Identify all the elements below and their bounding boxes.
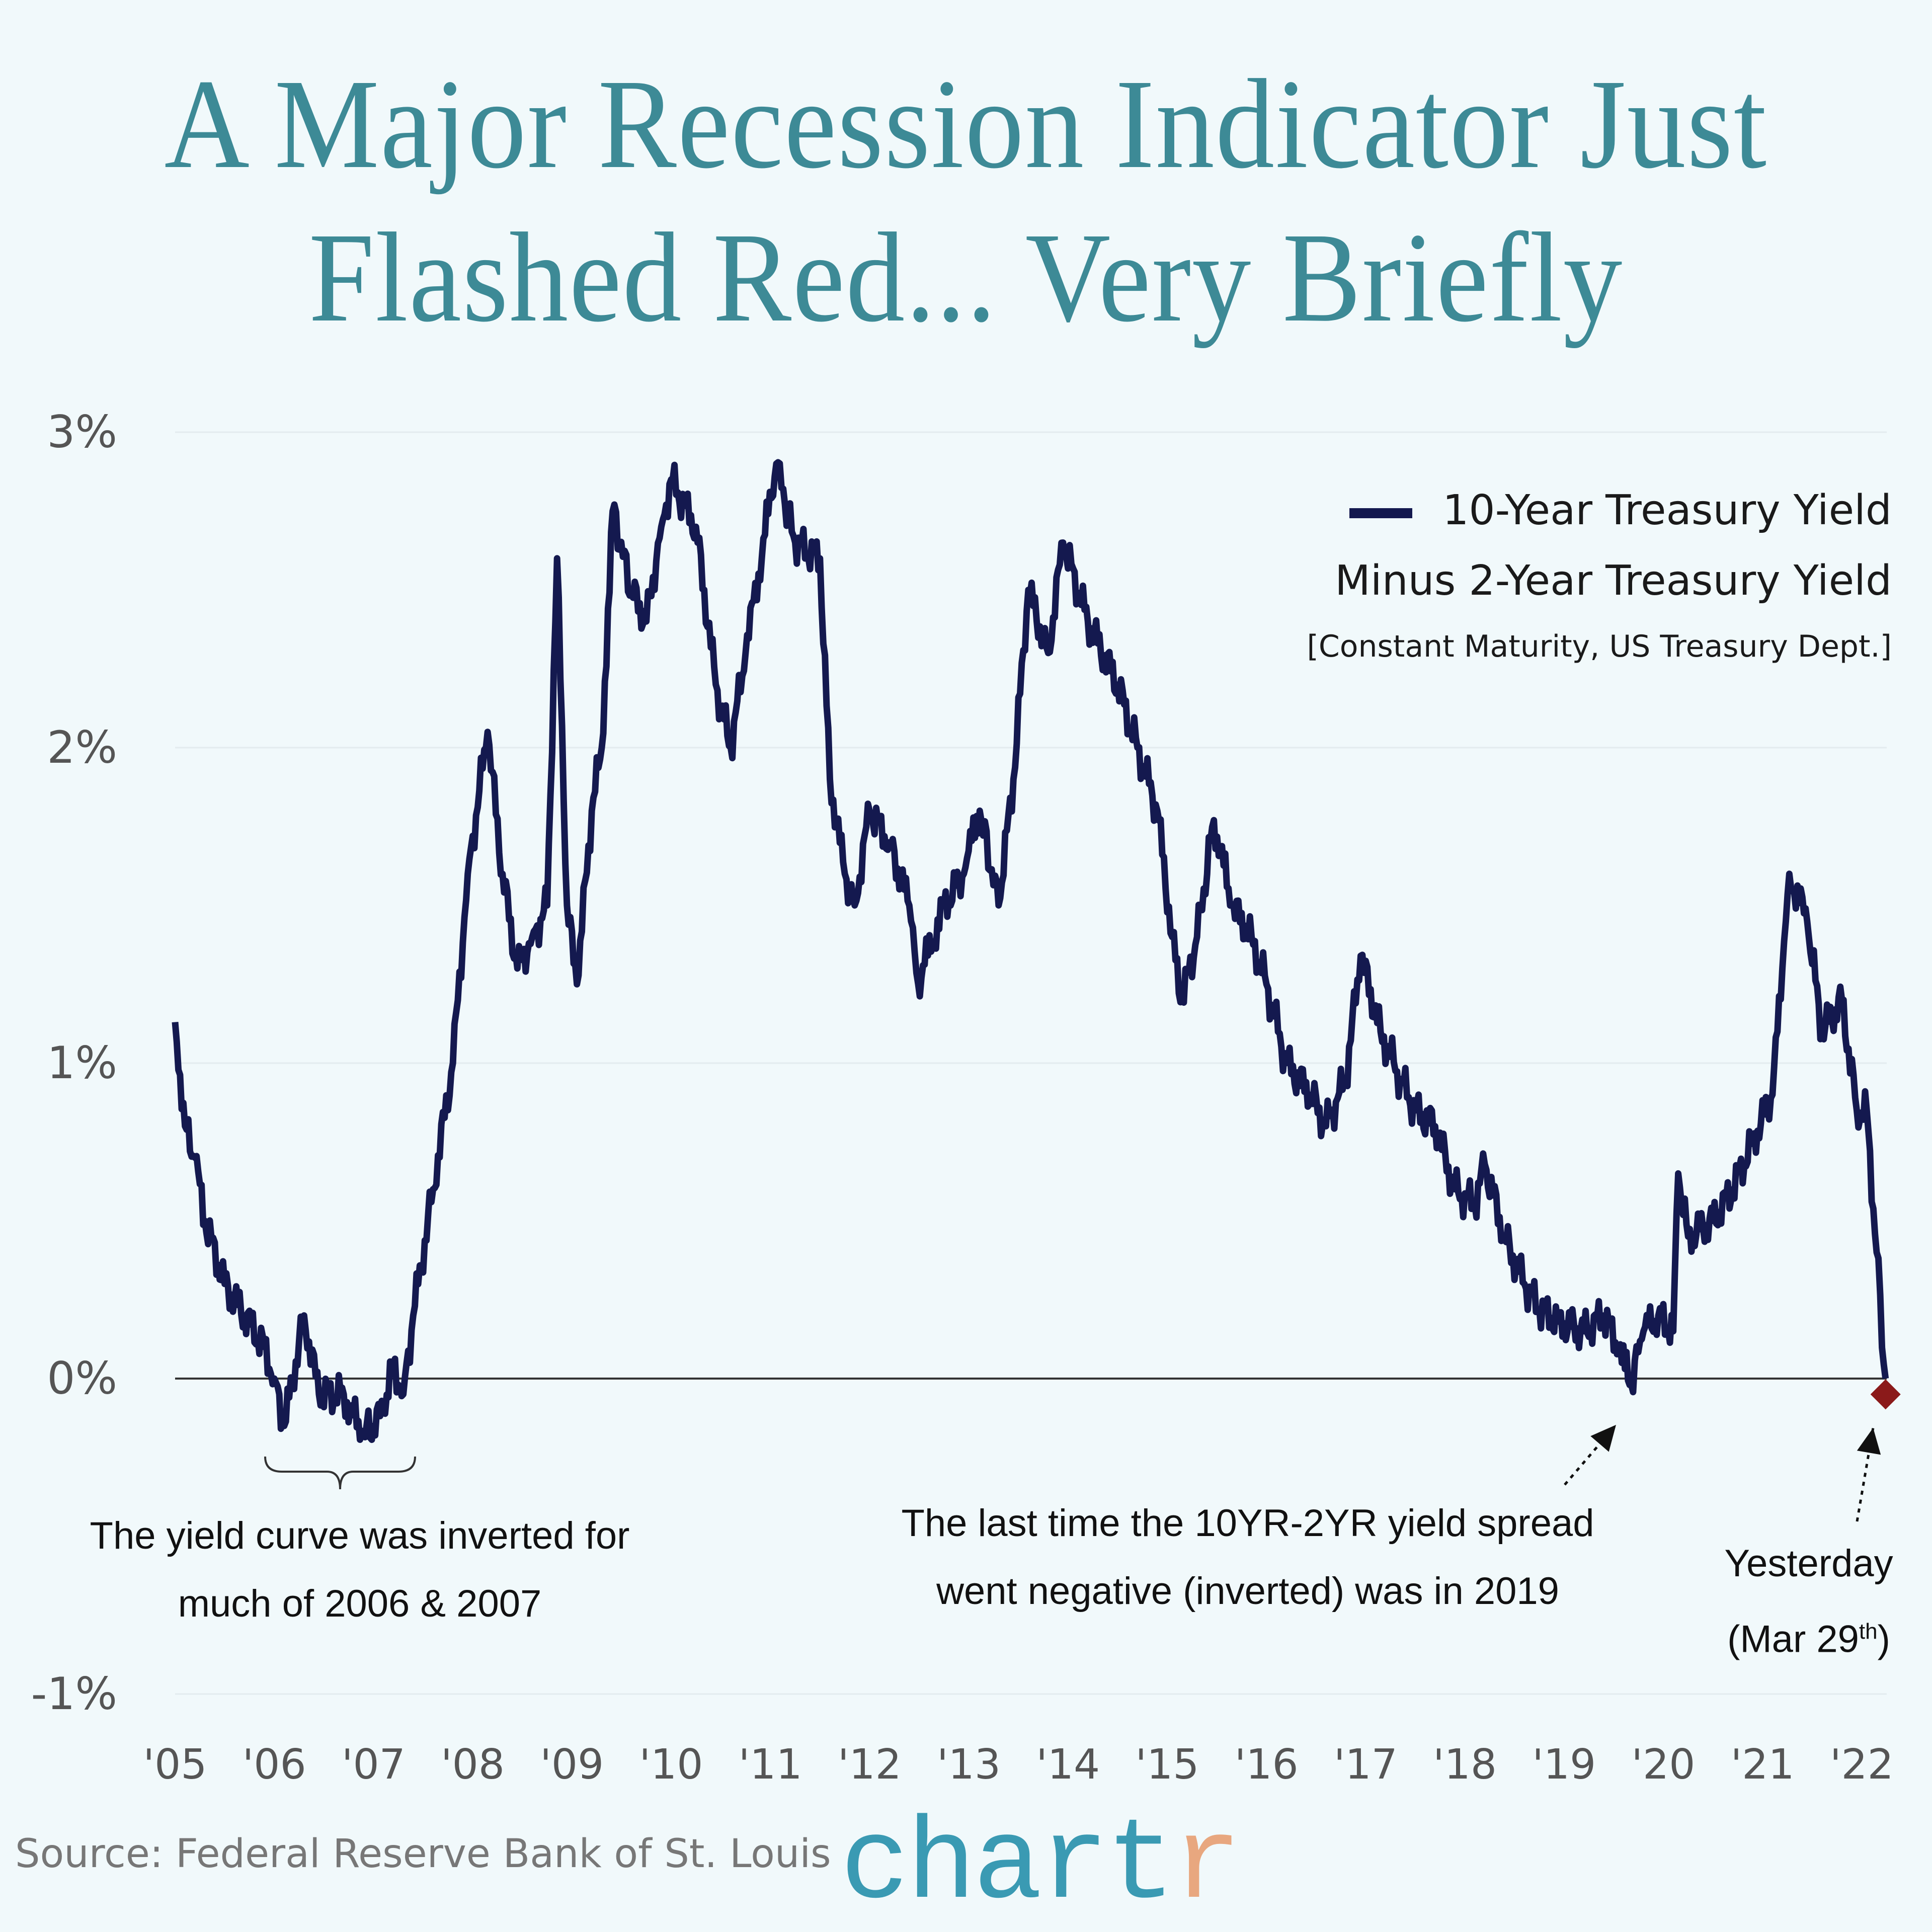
annotation-yesterday: Yesterday (Mar 29th) <box>1698 1530 1919 1673</box>
brace-icon <box>264 1456 416 1490</box>
legend-subtitle: [Constant Maturity, US Treasury Dept.] <box>1307 629 1892 664</box>
x-tick-label: '05 <box>143 1741 207 1789</box>
y-tick-label: 2% <box>47 721 117 773</box>
annotation-text: Yesterday <box>1724 1542 1893 1585</box>
x-tick-label: '14 <box>1036 1741 1100 1789</box>
legend-entry: 10-Year Treasury Yield <box>1307 475 1892 546</box>
chartr-logo: chartr <box>840 1801 1242 1932</box>
annotation-2019-inversion: The last time the 10YR-2YR yield spread … <box>820 1489 1675 1625</box>
annotation-text: (Mar 29th) <box>1698 1597 1919 1673</box>
x-tick-label: '19 <box>1532 1741 1596 1789</box>
x-tick-label: '10 <box>639 1741 703 1789</box>
annotation-text: The yield curve was inverted for <box>90 1514 630 1557</box>
x-tick-label: '21 <box>1731 1741 1795 1789</box>
legend-swatch <box>1349 508 1413 518</box>
x-tick-label: '17 <box>1334 1741 1398 1789</box>
x-tick-label: '15 <box>1136 1741 1199 1789</box>
annotation-close: ) <box>1877 1618 1890 1661</box>
x-tick-label: '08 <box>441 1741 505 1789</box>
x-tick-label: '11 <box>739 1741 802 1789</box>
chart-title-line2-wrap: Flashed Red... Very Briefly <box>0 214 1932 342</box>
series-line <box>172 459 1889 1443</box>
source-note: Source: Federal Reserve Bank of St. Loui… <box>15 1831 831 1877</box>
x-tick-label: '20 <box>1632 1741 1696 1789</box>
x-tick-label: '06 <box>243 1741 306 1789</box>
annotation-sup: th <box>1859 1619 1878 1644</box>
x-tick-label: '13 <box>937 1741 1001 1789</box>
y-tick-label: 1% <box>47 1037 117 1089</box>
x-tick-label: '07 <box>342 1741 406 1789</box>
y-tick-label: -1% <box>31 1668 117 1720</box>
annotation-text: went negative (inverted) was in 2019 <box>936 1570 1559 1613</box>
annotation-text: much of 2006 & 2007 <box>178 1582 542 1625</box>
y-tick-label: 3% <box>47 406 117 458</box>
arrow-2019-icon-head <box>1590 1425 1616 1452</box>
x-tick-label: '16 <box>1235 1741 1299 1789</box>
logo-main: chart <box>840 1801 1175 1932</box>
y-tick-label: 0% <box>47 1352 117 1404</box>
x-tick-label: '22 <box>1830 1741 1894 1789</box>
highlight-marker <box>1870 1379 1901 1410</box>
arrow-yesterday-icon <box>1856 1427 1875 1522</box>
logo-accent: r <box>1172 1801 1242 1932</box>
chart-title-line2: Flashed Red... Very Briefly <box>308 207 1624 349</box>
annotation-date: (Mar 29 <box>1727 1618 1859 1661</box>
annotation-2006-inversion: The yield curve was inverted for much of… <box>33 1502 687 1638</box>
x-tick-label: '18 <box>1433 1741 1497 1789</box>
annotation-text: The last time the 10YR-2YR yield spread <box>901 1502 1594 1545</box>
chart-title-line1-wrap: A Major Recession Indicator Just <box>0 60 1932 189</box>
legend: 10-Year Treasury Yield Minus 2-Year Trea… <box>1307 475 1892 677</box>
legend-label-line1: 10-Year Treasury Yield <box>1442 487 1892 534</box>
chart-title-line1: A Major Recession Indicator Just <box>164 53 1768 195</box>
x-tick-label: '12 <box>838 1741 902 1789</box>
x-tick-label: '09 <box>540 1741 604 1789</box>
arrow-yesterday-icon-head <box>1857 1428 1881 1455</box>
legend-label-line2: Minus 2-Year Treasury Yield <box>1335 557 1892 605</box>
